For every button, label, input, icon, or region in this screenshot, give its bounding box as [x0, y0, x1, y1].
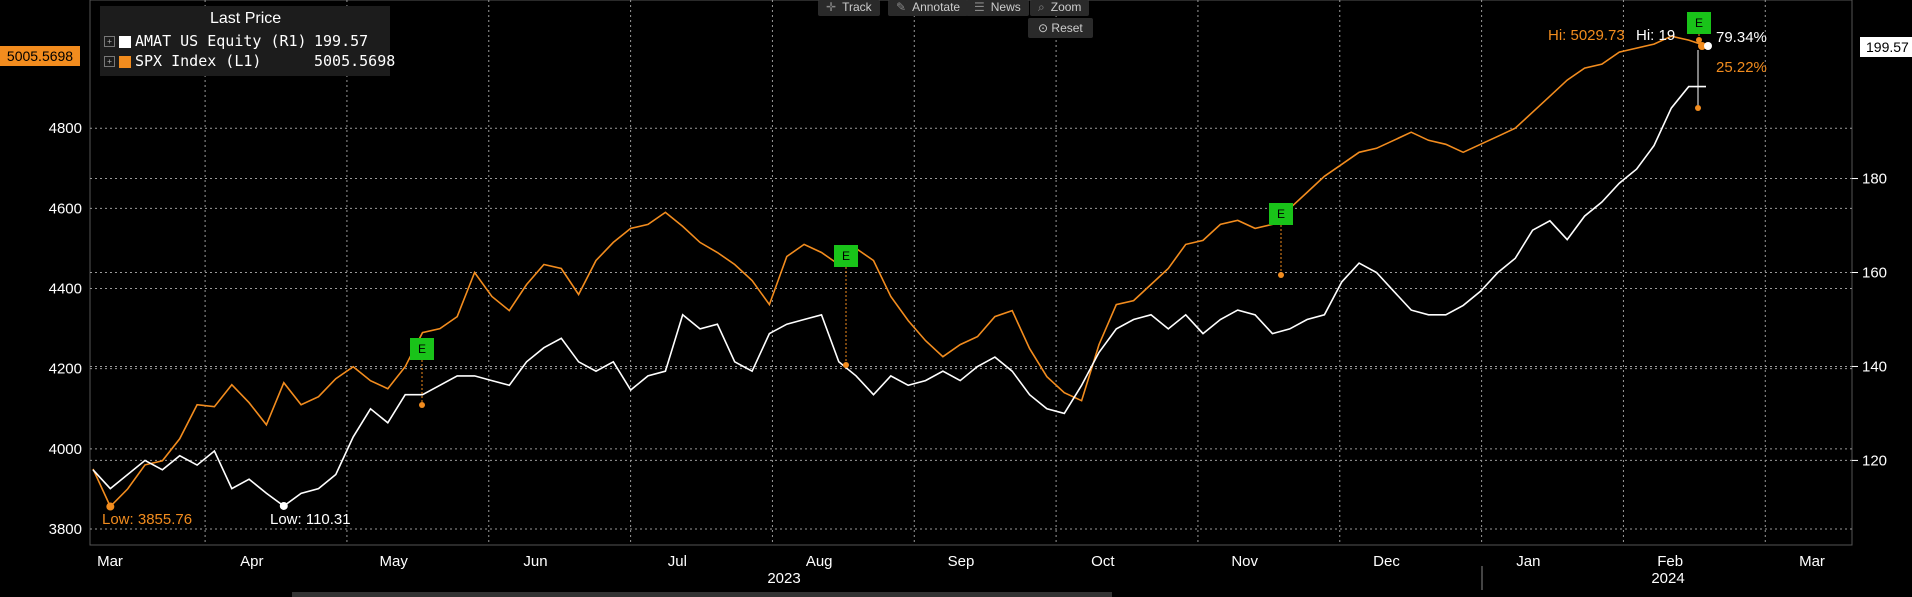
zoom-label: Zoom — [1050, 0, 1082, 14]
amat-low-label: Low: 110.31 — [270, 511, 351, 528]
annotate-label: Annotate — [912, 0, 961, 14]
earnings-label: E — [1277, 207, 1285, 221]
spx-change-marker — [1695, 105, 1701, 111]
x-year-label: 2024 — [1651, 570, 1684, 587]
y-right-tick-label: 120 — [1862, 452, 1887, 469]
y-left-tick-label: 3800 — [49, 521, 82, 538]
x-tick-label: Sep — [948, 553, 975, 570]
amat-series-line — [92, 85, 1706, 507]
legend-item-value: 5005.5698 — [314, 52, 396, 70]
spx-low-label: Low: 3855.76 — [102, 511, 192, 528]
earnings-point — [1278, 272, 1284, 278]
earnings-label: E — [842, 249, 850, 263]
earnings-point — [843, 362, 849, 368]
y-right-tick-label: 180 — [1862, 171, 1887, 188]
news-label: News — [990, 0, 1021, 14]
spx-change-label: 25.22% — [1716, 59, 1767, 76]
scrollbar-thumb — [292, 592, 1112, 597]
earnings-badge — [1269, 203, 1293, 225]
pencil-icon: ✎ — [896, 0, 907, 14]
spx-series-line — [92, 35, 1707, 508]
earnings-badge — [1687, 12, 1711, 34]
x-tick-label: Nov — [1231, 553, 1258, 570]
crosshair-icon: ✛ — [826, 0, 837, 14]
y-left-tick-label: 4400 — [49, 281, 82, 298]
x-tick-label: Mar — [97, 553, 123, 570]
expand-icon[interactable]: + — [104, 56, 115, 67]
series-swatch — [119, 35, 131, 48]
y-left-tick-label: 4200 — [49, 361, 82, 378]
amat-last-price-tag: 199.57 — [1860, 37, 1912, 57]
news-button[interactable]: ☰ News — [966, 0, 1029, 16]
legend: Last Price + AMAT US Equity (R1) 199.57 + S… — [100, 6, 395, 76]
series-swatch — [119, 55, 131, 68]
x-tick-label: Dec — [1373, 553, 1400, 570]
x-tick-label: Apr — [240, 553, 263, 570]
x-tick-label: Jun — [523, 553, 547, 570]
reset-icon: ⊙ — [1038, 21, 1049, 35]
y-right-tick-label: 140 — [1862, 358, 1887, 375]
amat-last-marker — [1704, 42, 1712, 50]
x-tick-label: Mar — [1799, 553, 1825, 570]
amat-low-marker — [279, 501, 288, 510]
x-tick-label: May — [379, 553, 408, 570]
x-year-label: 2023 — [767, 570, 800, 587]
y-left-tick-label: 4800 — [49, 120, 82, 137]
expand-icon[interactable]: + — [104, 36, 115, 47]
earnings-badge — [410, 338, 434, 360]
spx-high-label: Hi: 5029.73 — [1548, 27, 1625, 44]
amat-high-label: Hi: 19 — [1636, 27, 1675, 44]
reset-label: Reset — [1051, 21, 1083, 35]
legend-header: Last Price — [210, 10, 282, 27]
spx-last-marker — [1698, 42, 1706, 50]
spx-low-marker — [106, 502, 115, 511]
news-icon: ☰ — [974, 0, 985, 14]
reset-button[interactable]: ⊙ Reset — [1028, 18, 1093, 38]
magnifier-icon: ⌕ — [1038, 0, 1045, 14]
y-right-tick-label: 160 — [1862, 265, 1887, 282]
x-tick-label: Jul — [668, 553, 687, 570]
legend-item-label: AMAT US Equity (R1) — [135, 32, 307, 50]
legend-item-amat[interactable]: + AMAT US Equity (R1) 199.57 — [104, 31, 368, 51]
earnings-marker: E — [834, 245, 858, 368]
x-tick-label: Oct — [1091, 553, 1115, 570]
earnings-label: E — [418, 342, 426, 356]
earnings-marker: E — [410, 338, 434, 408]
legend-item-value: 199.57 — [314, 32, 369, 50]
legend-item-label: SPX Index (L1) — [135, 52, 262, 70]
earnings-marker: E — [1687, 12, 1711, 43]
legend-item-spx[interactable]: + SPX Index (L1) 5005.5698 — [104, 51, 395, 71]
x-tick-label: Jan — [1516, 553, 1540, 570]
earnings-point — [419, 402, 425, 408]
earnings-label: E — [1695, 16, 1703, 30]
y-left-tick-label: 4600 — [49, 200, 82, 217]
earnings-point — [1696, 37, 1702, 43]
earnings-badge — [834, 245, 858, 267]
x-tick-label: Feb — [1657, 553, 1683, 570]
earnings-marker: E — [1269, 203, 1293, 278]
track-label: Track — [842, 0, 872, 14]
spx-last-price-tag: 5005.5698 — [0, 46, 80, 66]
annotate-button[interactable]: ✎ Annotate — [888, 0, 969, 16]
track-button[interactable]: ✛ Track — [818, 0, 880, 16]
x-tick-label: Aug — [806, 553, 833, 570]
y-left-tick-label: 4000 — [49, 441, 82, 458]
amat-change-label: 79.34% — [1716, 29, 1767, 46]
zoom-button[interactable]: ⌕ Zoom — [1030, 0, 1090, 16]
